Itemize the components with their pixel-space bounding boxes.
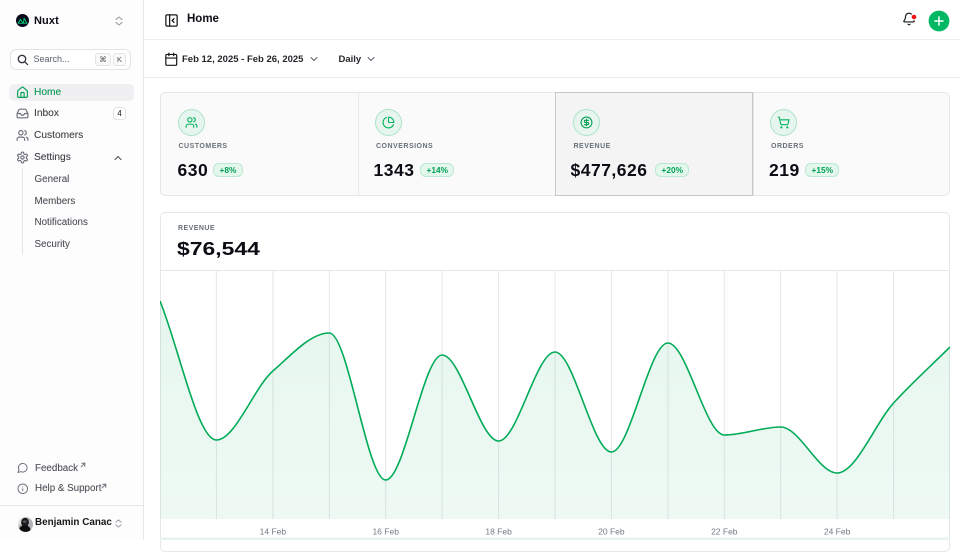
svg-text:16 Feb: 16 Feb [372, 527, 399, 537]
svg-text:24 Feb: 24 Feb [824, 527, 851, 537]
svg-text:20 Feb: 20 Feb [598, 527, 625, 537]
svg-text:22 Feb: 22 Feb [711, 527, 738, 537]
svg-text:18 Feb: 18 Feb [485, 527, 512, 537]
svg-text:14 Feb: 14 Feb [260, 527, 287, 537]
